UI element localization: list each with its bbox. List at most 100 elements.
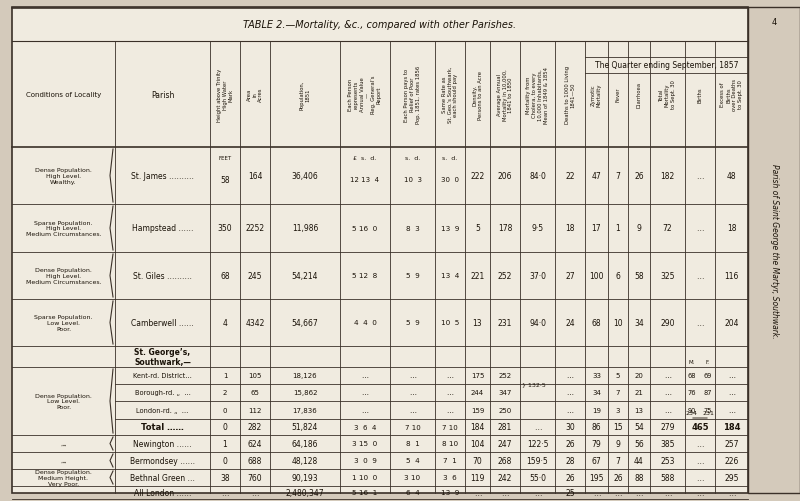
Text: 2,480,347: 2,480,347 bbox=[286, 488, 324, 497]
Text: 5 16  0: 5 16 0 bbox=[352, 225, 378, 231]
Text: St. Giles ……….: St. Giles ………. bbox=[133, 272, 192, 281]
Text: Each Person pays to
Relief of Poor
Pop. 1851, rates 1856: Each Person pays to Relief of Poor Pop. … bbox=[404, 66, 421, 124]
Text: 624: 624 bbox=[248, 439, 262, 448]
Text: 58: 58 bbox=[220, 176, 230, 185]
Text: 164: 164 bbox=[248, 172, 262, 181]
Text: Parish of Saint George the Martyr, Southwark.: Parish of Saint George the Martyr, South… bbox=[770, 163, 778, 338]
Text: 2252: 2252 bbox=[246, 224, 265, 233]
Text: 5: 5 bbox=[616, 373, 620, 379]
Text: 195: 195 bbox=[590, 473, 604, 482]
Text: 47: 47 bbox=[592, 172, 602, 181]
Text: …: … bbox=[446, 407, 454, 413]
Text: 28: 28 bbox=[566, 456, 574, 465]
Text: 245: 245 bbox=[248, 272, 262, 281]
Text: FEET: FEET bbox=[218, 156, 231, 161]
Text: 5: 5 bbox=[475, 224, 480, 233]
Text: 9: 9 bbox=[615, 439, 621, 448]
Text: 279: 279 bbox=[660, 423, 674, 432]
Text: 13: 13 bbox=[634, 407, 643, 413]
Text: Dense Population.
High Level.
Medium Circumstances.: Dense Population. High Level. Medium Cir… bbox=[26, 268, 102, 284]
Text: 184: 184 bbox=[470, 423, 485, 432]
Text: 65: 65 bbox=[250, 390, 259, 396]
Text: 38: 38 bbox=[220, 473, 230, 482]
Text: …: … bbox=[566, 407, 574, 413]
Text: 226: 226 bbox=[724, 456, 738, 465]
Text: 22: 22 bbox=[566, 172, 574, 181]
Text: …: … bbox=[696, 272, 704, 281]
Text: 7: 7 bbox=[615, 172, 621, 181]
Text: s.  d.: s. d. bbox=[442, 156, 458, 161]
Text: 104: 104 bbox=[470, 439, 485, 448]
Text: 252: 252 bbox=[498, 272, 512, 281]
Text: 68: 68 bbox=[592, 318, 602, 327]
Text: 55·0: 55·0 bbox=[529, 473, 546, 482]
Text: Population,
1851: Population, 1851 bbox=[300, 80, 310, 110]
Text: 15: 15 bbox=[613, 423, 623, 432]
Text: 7 10: 7 10 bbox=[405, 424, 420, 430]
Text: 159·5: 159·5 bbox=[526, 456, 548, 465]
Text: 688: 688 bbox=[248, 456, 262, 465]
Text: London-rd. „  …: London-rd. „ … bbox=[136, 407, 189, 413]
Text: …: … bbox=[362, 373, 369, 379]
Text: …: … bbox=[409, 373, 416, 379]
Text: Sparse Population.
Low Level.
Poor.: Sparse Population. Low Level. Poor. bbox=[34, 315, 93, 331]
Text: 4  4  0: 4 4 0 bbox=[354, 320, 377, 326]
Text: 19: 19 bbox=[592, 407, 601, 413]
Text: 25: 25 bbox=[565, 488, 575, 497]
Text: Fever: Fever bbox=[615, 88, 621, 102]
Text: …: … bbox=[664, 407, 671, 413]
Text: 347: 347 bbox=[498, 390, 512, 396]
Text: 252: 252 bbox=[498, 373, 511, 379]
Text: 10  5: 10 5 bbox=[441, 320, 459, 326]
Text: 21: 21 bbox=[634, 390, 643, 396]
Text: 0: 0 bbox=[222, 423, 227, 432]
Text: 112: 112 bbox=[248, 407, 262, 413]
Text: …: … bbox=[362, 407, 369, 413]
Text: …: … bbox=[696, 439, 704, 448]
Text: 76: 76 bbox=[688, 390, 696, 396]
Text: 15,862: 15,862 bbox=[293, 390, 318, 396]
Text: M.: M. bbox=[689, 359, 695, 364]
Text: 4: 4 bbox=[771, 18, 777, 27]
Text: 72: 72 bbox=[662, 224, 672, 233]
Text: Bethnal Green …: Bethnal Green … bbox=[130, 473, 195, 482]
Text: 54,667: 54,667 bbox=[292, 318, 318, 327]
Text: 7: 7 bbox=[615, 456, 621, 465]
Text: 7  1: 7 1 bbox=[443, 457, 457, 463]
Text: 64,186: 64,186 bbox=[292, 439, 318, 448]
Text: 105: 105 bbox=[248, 373, 262, 379]
Text: 385: 385 bbox=[660, 439, 674, 448]
Text: Mortality from
Cholera, to every
10,000 Inhabitants,
Mean of 1849 & 1854: Mortality from Cholera, to every 10,000 … bbox=[526, 66, 549, 123]
Text: 3 15  0: 3 15 0 bbox=[352, 440, 378, 446]
Text: 282: 282 bbox=[248, 423, 262, 432]
Text: 70: 70 bbox=[473, 456, 482, 465]
Text: 247: 247 bbox=[498, 439, 512, 448]
Text: 257: 257 bbox=[724, 439, 738, 448]
Text: Sparse Population.
High Level.
Medium Circumstances.: Sparse Population. High Level. Medium Ci… bbox=[26, 220, 102, 237]
Text: 281: 281 bbox=[498, 423, 512, 432]
Text: 79: 79 bbox=[592, 439, 602, 448]
Text: 6: 6 bbox=[615, 272, 621, 281]
Text: 6  4: 6 4 bbox=[406, 489, 419, 495]
Text: Density.
Persons to an Acre: Density. Persons to an Acre bbox=[472, 70, 483, 119]
Text: 1: 1 bbox=[222, 373, 227, 379]
Text: 4342: 4342 bbox=[246, 318, 265, 327]
Text: 295: 295 bbox=[724, 473, 738, 482]
Text: 175: 175 bbox=[471, 373, 484, 379]
Text: …: … bbox=[728, 407, 735, 413]
Text: 242: 242 bbox=[498, 473, 512, 482]
Text: Total ……: Total …… bbox=[141, 423, 184, 432]
Text: 116: 116 bbox=[724, 272, 738, 281]
Text: 58: 58 bbox=[634, 272, 644, 281]
Text: 5  9: 5 9 bbox=[406, 273, 419, 279]
Text: 222: 222 bbox=[470, 172, 485, 181]
Bar bbox=[748, 8, 800, 493]
Text: 5  4: 5 4 bbox=[406, 457, 419, 463]
Text: Same Rate as
St. Geo.’s Southwark,
each should pay: Same Rate as St. Geo.’s Southwark, each … bbox=[442, 67, 458, 123]
Text: 8  1: 8 1 bbox=[406, 440, 419, 446]
Text: 17,836: 17,836 bbox=[293, 407, 318, 413]
Text: 465: 465 bbox=[691, 423, 709, 432]
Text: 5 16  1: 5 16 1 bbox=[352, 489, 378, 495]
Text: …: … bbox=[696, 172, 704, 181]
Text: 159: 159 bbox=[471, 407, 484, 413]
